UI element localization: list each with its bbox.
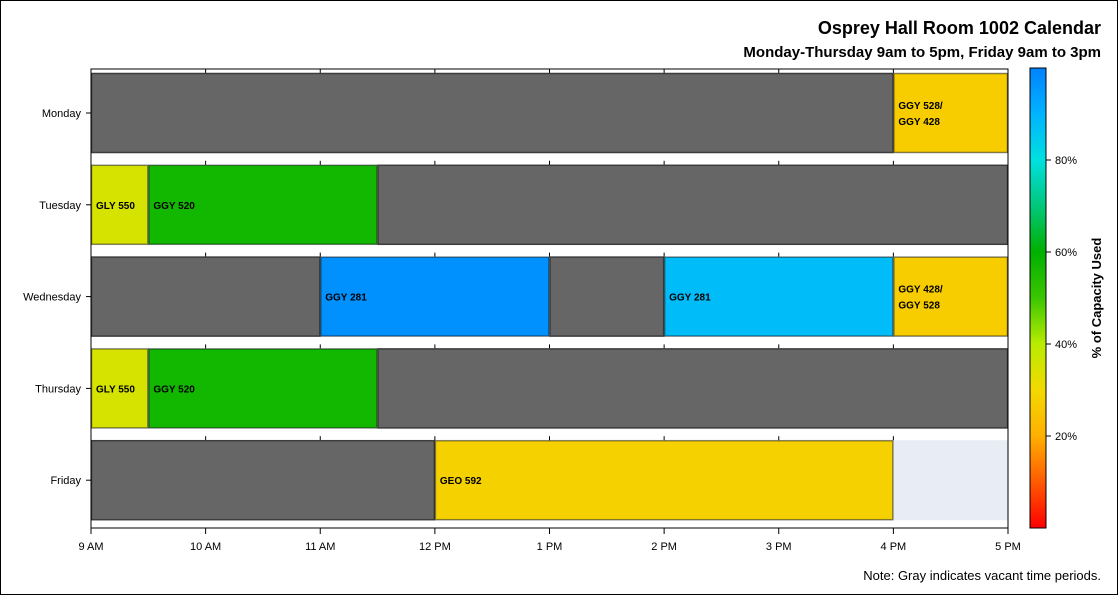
colorbar-label: % of Capacity Used bbox=[1089, 238, 1104, 359]
class-segment bbox=[320, 256, 550, 337]
vacant-segment bbox=[90, 256, 321, 337]
colorbar-tick-label: 60% bbox=[1055, 247, 1077, 259]
segment-label: GGY 520 bbox=[153, 384, 195, 395]
class-segment bbox=[434, 439, 894, 521]
y-tick-label: Wednesday bbox=[23, 292, 81, 304]
x-tick-label: 3 PM bbox=[766, 541, 792, 553]
x-tick-label: 2 PM bbox=[651, 541, 677, 553]
segment-label: GLY 550 bbox=[96, 384, 135, 395]
y-tick-label: Tuesday bbox=[39, 200, 81, 212]
vacant-segment bbox=[90, 72, 894, 154]
x-tick-label: 10 AM bbox=[190, 541, 221, 553]
x-tick-label: 1 PM bbox=[537, 541, 563, 553]
vacant-segment bbox=[549, 256, 665, 337]
colorbar-tick-label: 40% bbox=[1055, 339, 1077, 351]
chart-title: Osprey Hall Room 1002 Calendar bbox=[818, 18, 1101, 38]
class-segment bbox=[148, 348, 378, 429]
x-tick-label: 4 PM bbox=[881, 541, 907, 553]
colorbar-tick-label: 80% bbox=[1055, 155, 1077, 167]
vacant-segment bbox=[377, 164, 1009, 246]
vacant-segment bbox=[90, 439, 436, 521]
x-tick-label: 12 PM bbox=[419, 541, 451, 553]
class-segment bbox=[148, 164, 378, 246]
colorbar: 20% 40% 60% 80% % of Capacity Used bbox=[1029, 67, 1104, 529]
x-tick-label: 11 AM bbox=[305, 541, 335, 553]
segment-label: GGY 281 bbox=[325, 293, 367, 304]
segment-label: GGY 528/ bbox=[898, 101, 943, 112]
y-tick-label: Friday bbox=[50, 475, 81, 487]
segment-label: GGY 528 bbox=[898, 301, 940, 312]
class-segment bbox=[893, 256, 1009, 337]
class-segment bbox=[663, 256, 894, 337]
plot-area: GGY 528/GGY 428 GLY 550 GGY 520 GGY 281 GGY … bbox=[23, 68, 1021, 553]
segment-label: GGY 281 bbox=[669, 293, 711, 304]
segment-label: GEO 592 bbox=[440, 476, 482, 487]
y-tick-label: Monday bbox=[42, 108, 82, 120]
colorbar-gradient bbox=[1029, 67, 1047, 529]
segment-label: GGY 520 bbox=[153, 201, 195, 212]
x-tick-label: 5 PM bbox=[995, 541, 1021, 553]
y-tick-label: Thursday bbox=[35, 383, 81, 395]
class-segment bbox=[90, 164, 149, 246]
vacant-note: Note: Gray indicates vacant time periods… bbox=[863, 568, 1101, 583]
vacant-segment bbox=[377, 348, 1009, 429]
x-tick-label: 9 AM bbox=[78, 541, 103, 553]
class-segment bbox=[893, 72, 1009, 154]
colorbar-tick-label: 20% bbox=[1055, 431, 1077, 443]
segment-label: GGY 428 bbox=[898, 117, 940, 128]
chart-subtitle: Monday-Thursday 9am to 5pm, Friday 9am t… bbox=[743, 44, 1101, 61]
segment-label: GLY 550 bbox=[96, 201, 135, 212]
segment-label: GGY 428/ bbox=[898, 285, 943, 296]
